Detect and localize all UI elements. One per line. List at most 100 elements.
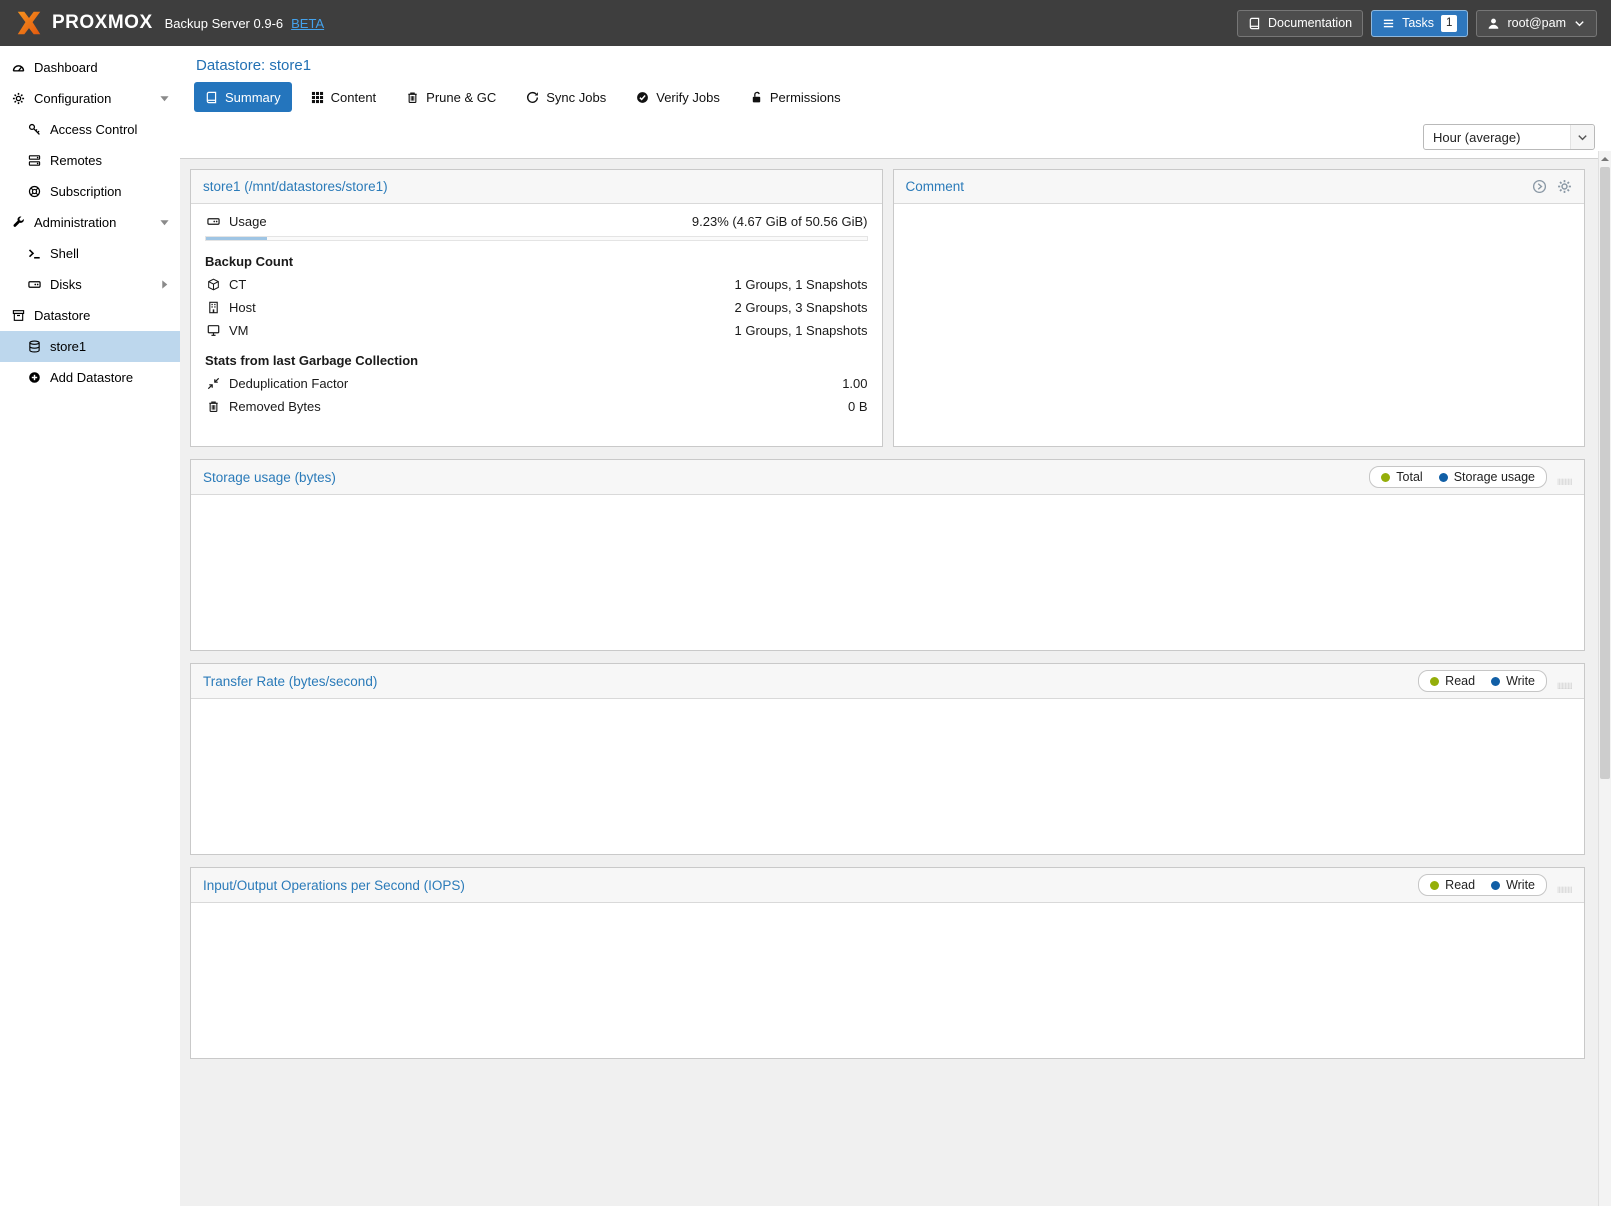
sidebar-item-label: Subscription	[50, 184, 122, 199]
legend-label: Write	[1506, 878, 1535, 892]
row-value: 1 Groups, 1 Snapshots	[735, 277, 868, 292]
main-area: Datastore: store1 Summary Content Prune & …	[180, 46, 1611, 1206]
unlock-icon	[750, 91, 763, 104]
usage-row: Usage9.23% (4.67 GiB of 50.56 GiB)	[191, 210, 882, 233]
legend-label: Read	[1445, 674, 1475, 688]
sidebar-item-dashboard[interactable]: Dashboard	[0, 52, 180, 83]
chevron-down-icon	[1573, 17, 1586, 30]
chart-title: Storage usage (bytes)	[203, 470, 1369, 485]
terminal-icon	[27, 247, 42, 260]
legend-item-write[interactable]: Write	[1491, 674, 1535, 688]
sidebar: DashboardConfigurationAccess Control Remo…	[0, 46, 180, 1206]
sidebar-item-disks[interactable]: Disks	[0, 269, 180, 300]
panel-header: Input/Output Operations per Second (IOPS…	[191, 868, 1584, 903]
sidebar-item-administration[interactable]: Administration	[0, 207, 180, 238]
chart-body	[191, 903, 1584, 1058]
chart-legend: Read Write	[1418, 874, 1547, 896]
hdd-icon	[27, 278, 42, 291]
tasks-button[interactable]: Tasks 1	[1371, 10, 1468, 37]
scrollbar-thumb[interactable]	[1600, 167, 1610, 779]
tab-sync-jobs[interactable]: Sync Jobs	[515, 82, 617, 112]
tab-permissions[interactable]: Permissions	[739, 82, 852, 112]
chevron-circle-icon[interactable]	[1532, 179, 1547, 194]
legend-item-read[interactable]: Read	[1430, 878, 1475, 892]
minus-circle-icon[interactable]: 010 G20 G30 G40 G50 G60 G2020-11-0611:01…	[1557, 470, 1572, 485]
key-icon	[27, 123, 42, 136]
topbar-actions: Documentation Tasks 1 root@pam	[1237, 10, 1597, 37]
caret-down-icon[interactable]	[158, 216, 171, 229]
legend-dot-icon	[1439, 473, 1448, 482]
legend-label: Read	[1445, 878, 1475, 892]
tab-content[interactable]: Content	[300, 82, 388, 112]
sidebar-item-label: Disks	[50, 277, 82, 292]
sidebar-item-subscription[interactable]: Subscription	[0, 176, 180, 207]
chevron-down-icon[interactable]	[1570, 125, 1594, 149]
sidebar-item-label: store1	[50, 339, 86, 354]
sidebar-item-label: Add Datastore	[50, 370, 133, 385]
tab-prune-gc[interactable]: Prune & GC	[395, 82, 507, 112]
tachometer-icon	[11, 61, 26, 74]
gear-icon[interactable]	[1557, 179, 1572, 194]
legend-label: Total	[1396, 470, 1422, 484]
sidebar-item-datastore[interactable]: Datastore	[0, 300, 180, 331]
panel-header: Comment	[894, 170, 1585, 204]
minus-circle-icon[interactable]: 0500 k1 M1.5 M2 M2020-11-0611:01:002020-…	[1557, 674, 1572, 689]
refresh-icon	[526, 91, 539, 104]
summary-body: Usage9.23% (4.67 GiB of 50.56 GiB)Backup…	[191, 204, 882, 424]
documentation-button[interactable]: Documentation	[1237, 10, 1363, 37]
minus-circle-icon[interactable]: 01020304050602020-11-0611:01:002020-11-0…	[1557, 878, 1572, 893]
tab-summary[interactable]: Summary	[194, 82, 292, 112]
vertical-scrollbar[interactable]	[1598, 151, 1611, 1206]
sidebar-item-remotes[interactable]: Remotes	[0, 145, 180, 176]
usage-progress-fill	[206, 237, 267, 240]
building-icon	[205, 301, 221, 314]
chart-panels: Storage usage (bytes) Total Storage usage 0…	[190, 459, 1585, 1059]
chart-title: Transfer Rate (bytes/second)	[203, 674, 1418, 689]
sidebar-item-add-datastore[interactable]: Add Datastore	[0, 362, 180, 393]
sidebar-item-access-control[interactable]: Access Control	[0, 114, 180, 145]
chart-legend: Total Storage usage	[1369, 466, 1547, 488]
tab-label: Summary	[225, 90, 281, 105]
book-icon	[205, 91, 218, 104]
scroll-up-arrow-icon[interactable]	[1599, 151, 1611, 166]
legend-label: Storage usage	[1454, 470, 1535, 484]
legend-item-write[interactable]: Write	[1491, 878, 1535, 892]
sidebar-item-label: Remotes	[50, 153, 102, 168]
brand-name: PROXMOX	[52, 12, 153, 34]
panel-header: store1 (/mnt/datastores/store1)	[191, 170, 882, 204]
comment-body[interactable]	[894, 204, 1585, 446]
legend-item-storage-usage[interactable]: Storage usage	[1439, 470, 1535, 484]
plus-circle-icon	[27, 371, 42, 384]
row-label: Host	[229, 300, 256, 315]
sidebar-item-store1[interactable]: store1	[0, 331, 180, 362]
chart-body	[191, 699, 1584, 854]
page-title: Datastore: store1	[180, 46, 1611, 77]
panel-header: Transfer Rate (bytes/second) Read Write 050…	[191, 664, 1584, 699]
sidebar-item-shell[interactable]: Shell	[0, 238, 180, 269]
user-menu-button[interactable]: root@pam	[1476, 10, 1597, 37]
legend-item-read[interactable]: Read	[1430, 674, 1475, 688]
cube-icon	[205, 278, 221, 291]
chart-svg	[195, 498, 495, 648]
proxmox-logo-icon	[14, 8, 44, 38]
wrench-icon	[11, 216, 26, 229]
sidebar-item-label: Shell	[50, 246, 79, 261]
summary-panel-title: store1 (/mnt/datastores/store1)	[203, 179, 870, 194]
database-icon	[27, 340, 42, 353]
legend-item-total[interactable]: Total	[1381, 470, 1422, 484]
chart-svg	[195, 702, 495, 852]
tab-label: Prune & GC	[426, 90, 496, 105]
tasks-icon	[1382, 17, 1395, 30]
caret-down-icon[interactable]	[158, 92, 171, 105]
legend-dot-icon	[1430, 881, 1439, 890]
row-value: 0 B	[848, 399, 868, 414]
beta-link[interactable]: BETA	[291, 16, 324, 31]
sidebar-item-configuration[interactable]: Configuration	[0, 83, 180, 114]
tab-verify-jobs[interactable]: Verify Jobs	[625, 82, 731, 112]
time-range-select[interactable]: Hour (average)	[1423, 124, 1595, 150]
caret-right-icon[interactable]	[158, 278, 171, 291]
panel-header: Storage usage (bytes) Total Storage usage 0…	[191, 460, 1584, 495]
book-icon	[1248, 17, 1261, 30]
tab-bar: Summary Content Prune & GC Sync Jobs Verify …	[180, 77, 1611, 119]
toolbar: Hour (average)	[180, 119, 1611, 159]
